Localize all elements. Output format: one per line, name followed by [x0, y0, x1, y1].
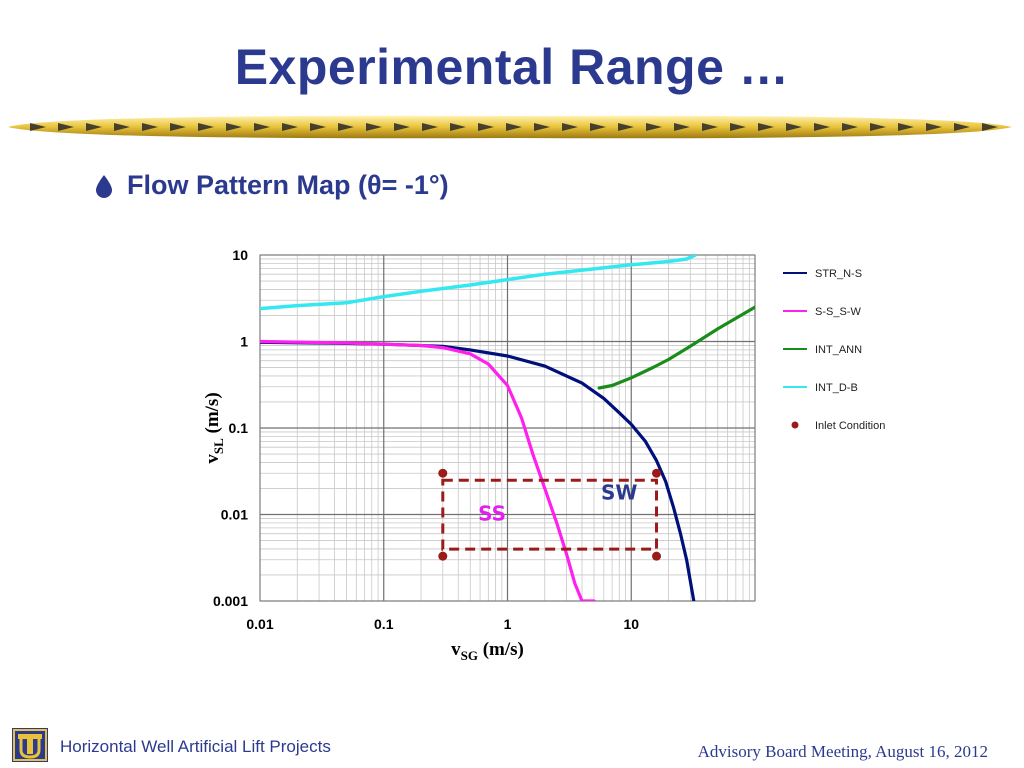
- legend-swatch: [791, 421, 799, 429]
- series-line-s-s-s-w: [260, 339, 596, 601]
- gold-divider: [8, 115, 1012, 139]
- footer-meeting-date: Advisory Board Meeting, August 16, 2012: [697, 742, 988, 761]
- drop-bullet-icon: [96, 174, 112, 198]
- y-axis-label: vSL (m/s): [202, 392, 226, 463]
- region-label-ss: SS: [478, 502, 506, 526]
- series-line-int-d-b: [260, 255, 698, 311]
- legend-label: INT_D-B: [815, 382, 858, 394]
- footer-project-name: Horizontal Well Artificial Lift Projects: [60, 737, 331, 756]
- inlet-condition-point: [652, 551, 662, 561]
- legend-label: Inlet Condition: [815, 420, 885, 432]
- bullet-text: Flow Pattern Map (θ= -1°): [127, 170, 449, 200]
- y-tick-label: 10: [232, 247, 248, 263]
- y-tick-label: 0.1: [229, 420, 249, 436]
- slide-title: Experimental Range …: [234, 39, 790, 95]
- x-axis-label: vSG (m/s): [451, 639, 524, 660]
- inlet-range-box: [441, 478, 659, 551]
- legend: STR_N-S S-S_S-W INT_ANN INT_D-B Inlet Condit…: [783, 268, 885, 432]
- legend-label: INT_ANN: [815, 344, 862, 356]
- y-tick-label: 1: [240, 334, 248, 350]
- y-tick-label: 0.001: [213, 593, 248, 609]
- legend-label: STR_N-S: [815, 268, 862, 280]
- x-tick-label: 0.01: [246, 616, 273, 632]
- inlet-condition-point: [652, 468, 662, 478]
- flow-pattern-chart: 0.01 0.1 1 10 0.001 0.01 0.1 1 10 vSG (m/s) vSL (m…: [202, 247, 885, 660]
- inlet-condition-point: [438, 551, 448, 561]
- x-tick-label: 0.1: [374, 616, 394, 632]
- plot-border: [259, 254, 756, 602]
- legend-label: S-S_S-W: [815, 306, 861, 318]
- bullet-item: Flow Pattern Map (θ= -1°): [95, 170, 449, 201]
- grid-lines: [259, 254, 756, 602]
- series-line-int-ann: [597, 305, 755, 390]
- tu-logo: [12, 728, 48, 762]
- inlet-condition-point: [438, 468, 448, 478]
- x-tick-label: 10: [623, 616, 639, 632]
- y-tick-label: 0.01: [221, 507, 248, 523]
- x-tick-label: 1: [504, 616, 512, 632]
- region-label-sw: SW: [601, 480, 637, 504]
